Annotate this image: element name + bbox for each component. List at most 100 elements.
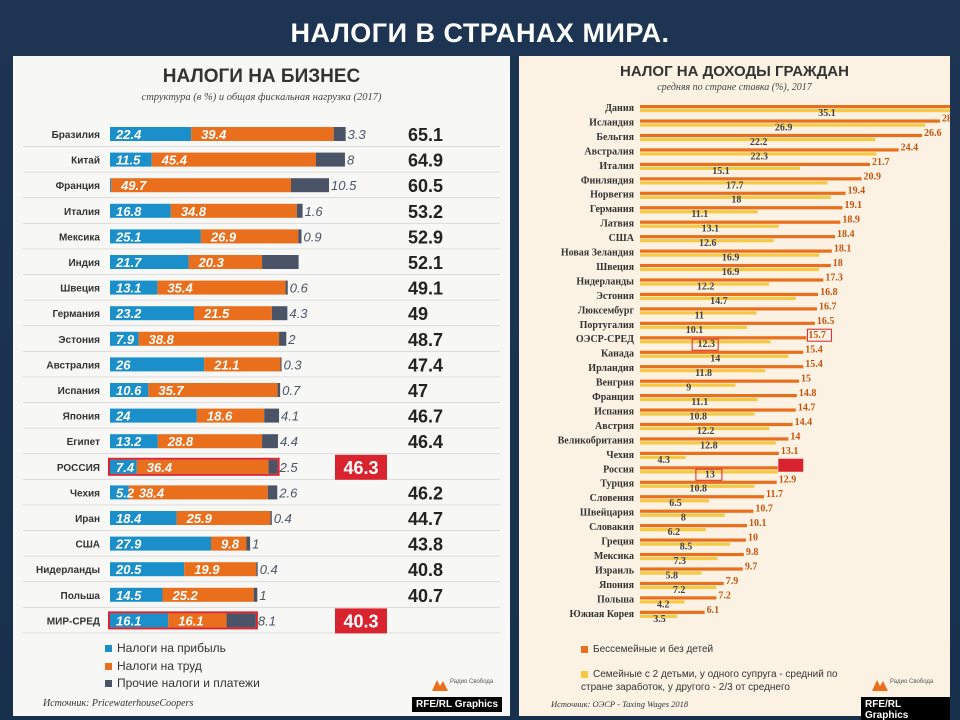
family-bar	[640, 253, 820, 257]
country-label: Италия	[599, 161, 634, 172]
family-bar	[640, 137, 876, 142]
country-label: Германия	[590, 204, 635, 215]
single-bar	[640, 524, 748, 528]
business-tax-title: НАЛОГИ НА БИЗНЕС	[162, 66, 361, 87]
total-value: 47	[408, 381, 428, 401]
bar-segment	[226, 613, 256, 628]
country-label: США	[609, 233, 635, 244]
single-bar	[640, 437, 789, 441]
income-tax-title: НАЛОГ НА ДОХОДЫ ГРАЖДАН	[620, 63, 849, 80]
single-value: 14.7	[798, 402, 816, 413]
single-value: 26.6	[924, 128, 942, 139]
single-value: 7.9	[726, 576, 739, 587]
single-bar	[640, 552, 744, 557]
single-value: 10.7	[755, 504, 773, 515]
single-bar	[640, 394, 797, 398]
legend-item-other: Прочие налоги и платежи	[105, 676, 260, 690]
country-label: Дания	[605, 103, 634, 114]
bar-segment	[262, 434, 278, 449]
family-value: 22.3	[750, 151, 768, 162]
bar-segment	[110, 587, 163, 602]
profit-value: 16.1	[116, 613, 141, 628]
legend-swatch-profit	[105, 645, 112, 653]
other-value: 2.6	[278, 485, 298, 500]
single-value: 16.5	[817, 316, 835, 327]
family-bar	[640, 210, 758, 214]
highlight-box	[695, 468, 723, 481]
bar-segment	[136, 459, 269, 474]
family-value: 9	[686, 383, 691, 394]
family-bar	[640, 340, 771, 344]
country-label: Ирландия	[588, 363, 634, 374]
profit-value: 14.5	[116, 588, 142, 603]
country-label: Португалия	[580, 320, 635, 331]
profit-value: 21.7	[115, 255, 142, 270]
family-value: 16.9	[722, 267, 740, 278]
labor-value: 25.2	[171, 588, 198, 603]
single-bar	[640, 480, 777, 484]
income-tax-panel: НАЛОГ НА ДОХОДЫ ГРАЖДАН средняя по стран…	[519, 56, 950, 720]
country-label: Польша	[597, 594, 634, 605]
profit-value: 7.9	[116, 332, 135, 347]
legend-label-other: Прочие налоги и платежи	[117, 676, 260, 690]
family-bar	[640, 166, 801, 170]
family-value: 13	[705, 469, 715, 480]
country-label: Исландия	[589, 117, 634, 128]
single-bar	[640, 162, 871, 166]
country-label: Норвегия	[590, 190, 634, 201]
labor-value: 45.4	[161, 153, 188, 168]
family-value: 15.1	[712, 166, 730, 177]
other-value: 0.4	[274, 511, 292, 526]
bar-segment	[188, 255, 263, 269]
country-label: Эстония	[596, 291, 635, 302]
bar-segment	[184, 562, 257, 577]
single-bar	[640, 350, 804, 354]
family-bar	[640, 484, 755, 488]
profit-value: 11.5	[116, 153, 141, 168]
legend-label-family: Семейные с 2 детьми, у одного супруга - …	[581, 669, 838, 693]
family-bar	[640, 152, 877, 156]
family-bar	[640, 571, 702, 575]
family-value: 10.1	[686, 325, 704, 336]
country-label: Австралия	[46, 360, 100, 371]
country-label: РОССИЯ	[57, 463, 100, 474]
other-value: 4.4	[280, 434, 298, 449]
single-value: 15.4	[805, 345, 823, 356]
profit-value: 24	[115, 409, 131, 424]
single-bar	[640, 235, 836, 239]
highlight-box	[691, 338, 719, 351]
single-bar	[640, 495, 765, 499]
total-value: 52.9	[408, 227, 443, 247]
bar-segment	[148, 383, 278, 397]
family-bar	[640, 195, 831, 199]
total-value: 43.8	[408, 535, 443, 555]
country-label: МИР-СРЕД	[47, 616, 100, 627]
total-value: 40.7	[408, 586, 443, 606]
total-value: 49.1	[408, 279, 443, 299]
family-value: 6.2	[668, 527, 681, 538]
total-highlight-box	[335, 608, 387, 634]
single-bar	[640, 119, 940, 123]
country-label: Израиль	[595, 565, 635, 576]
labor-value: 38.8	[149, 332, 175, 347]
single-value: 14.8	[799, 388, 817, 399]
family-bar	[640, 441, 776, 445]
other-value: 8	[347, 153, 355, 168]
family-bar	[640, 556, 718, 561]
single-bar	[640, 422, 793, 427]
other-value: 0.6	[290, 281, 309, 296]
other-value: 2	[287, 332, 296, 347]
country-label: Великобритания	[558, 435, 635, 446]
country-label: Япония	[63, 412, 101, 423]
country-label: Швеция	[60, 284, 100, 295]
income-tax-subtitle: средняя по стране ставка (%), 2017	[657, 82, 812, 93]
family-bar	[640, 224, 779, 228]
business-tax-source: Источник: PricewaterhouseCoopers	[43, 698, 194, 709]
family-bar	[640, 470, 778, 474]
labor-value: 21.5	[203, 306, 230, 321]
country-label: Латвия	[600, 219, 634, 230]
labor-value: 35.4	[167, 281, 193, 296]
single-value: 13.1	[781, 446, 799, 457]
profit-value: 13.1	[116, 281, 141, 296]
profit-value: 0.3	[116, 178, 135, 193]
